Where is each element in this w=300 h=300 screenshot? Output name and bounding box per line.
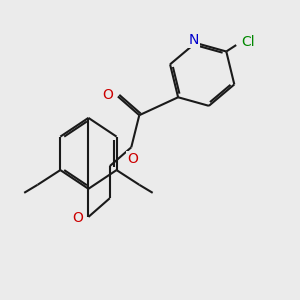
Text: O: O [102,88,113,102]
Text: O: O [72,211,83,225]
Text: N: N [189,33,200,47]
Text: O: O [127,152,138,166]
Text: Cl: Cl [241,35,255,49]
